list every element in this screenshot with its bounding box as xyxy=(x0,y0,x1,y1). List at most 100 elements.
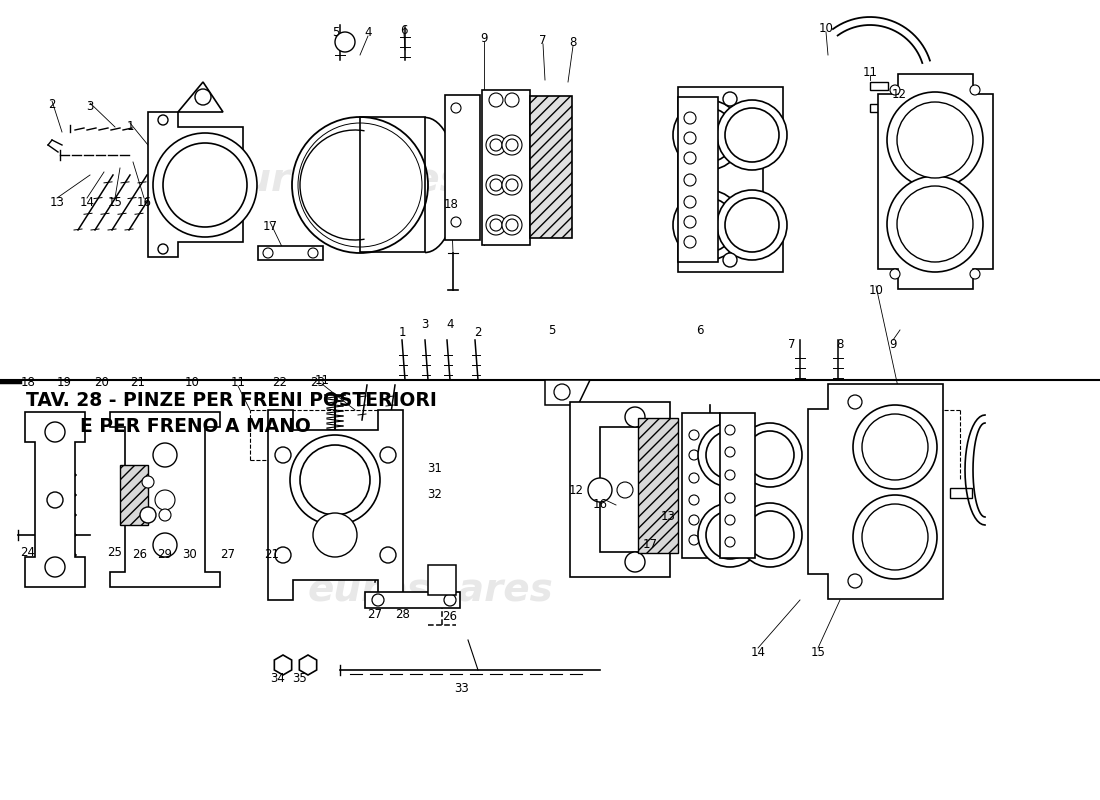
Text: 28: 28 xyxy=(396,609,410,622)
Circle shape xyxy=(684,236,696,248)
Circle shape xyxy=(738,423,802,487)
Circle shape xyxy=(490,219,502,231)
Circle shape xyxy=(153,533,177,557)
Text: 10: 10 xyxy=(869,283,883,297)
Text: 26: 26 xyxy=(442,610,458,623)
Text: 33: 33 xyxy=(454,682,470,694)
Circle shape xyxy=(746,431,794,479)
Text: 11: 11 xyxy=(315,374,330,386)
Circle shape xyxy=(45,422,65,442)
Text: 5: 5 xyxy=(548,323,556,337)
Text: 16: 16 xyxy=(136,195,152,209)
Circle shape xyxy=(746,511,794,559)
Circle shape xyxy=(140,507,156,523)
Bar xyxy=(682,413,720,558)
Text: 21: 21 xyxy=(131,375,145,389)
Text: TAV. 28 - PINZE PER FRENI POSTERIORI: TAV. 28 - PINZE PER FRENI POSTERIORI xyxy=(26,390,437,410)
Circle shape xyxy=(160,509,170,521)
Bar xyxy=(360,117,425,252)
Circle shape xyxy=(689,430,698,440)
Text: 34: 34 xyxy=(271,671,285,685)
Text: 15: 15 xyxy=(811,646,825,658)
Text: 21: 21 xyxy=(264,549,279,562)
Text: 25: 25 xyxy=(108,546,122,558)
Circle shape xyxy=(588,478,612,502)
Text: 6: 6 xyxy=(696,323,704,337)
Text: 13: 13 xyxy=(661,510,675,523)
Circle shape xyxy=(689,495,698,505)
Circle shape xyxy=(379,447,396,463)
Bar xyxy=(950,488,972,498)
Circle shape xyxy=(717,100,786,170)
Polygon shape xyxy=(148,112,243,257)
Circle shape xyxy=(970,85,980,95)
Text: 18: 18 xyxy=(21,375,35,389)
Circle shape xyxy=(896,102,974,178)
Text: 4: 4 xyxy=(364,26,372,38)
Circle shape xyxy=(725,447,735,457)
Circle shape xyxy=(153,133,257,237)
Text: eurospares: eurospares xyxy=(307,571,553,609)
Bar xyxy=(638,418,678,553)
Text: 13: 13 xyxy=(50,195,65,209)
Polygon shape xyxy=(25,412,85,587)
Text: 19: 19 xyxy=(56,375,72,389)
Text: 14: 14 xyxy=(79,195,95,209)
Circle shape xyxy=(890,85,900,95)
Circle shape xyxy=(617,482,632,498)
Circle shape xyxy=(852,405,937,489)
Text: 15: 15 xyxy=(108,195,122,209)
Text: 9: 9 xyxy=(889,338,896,350)
Circle shape xyxy=(738,503,802,567)
Text: 6: 6 xyxy=(400,23,408,37)
Circle shape xyxy=(862,504,928,570)
Bar xyxy=(446,95,480,240)
Circle shape xyxy=(717,190,786,260)
Polygon shape xyxy=(268,410,403,600)
Circle shape xyxy=(305,130,415,240)
Circle shape xyxy=(725,425,735,435)
Circle shape xyxy=(698,503,762,567)
Circle shape xyxy=(158,115,168,125)
Circle shape xyxy=(698,423,762,487)
Circle shape xyxy=(970,269,980,279)
Text: 12: 12 xyxy=(891,87,906,101)
Circle shape xyxy=(887,92,983,188)
Text: 23: 23 xyxy=(310,375,326,389)
Circle shape xyxy=(896,186,974,262)
Circle shape xyxy=(506,139,518,151)
Circle shape xyxy=(890,269,900,279)
Circle shape xyxy=(689,515,698,525)
Circle shape xyxy=(684,152,696,164)
Circle shape xyxy=(444,594,456,606)
Text: 4: 4 xyxy=(447,318,453,331)
Text: 1: 1 xyxy=(398,326,406,338)
Bar xyxy=(870,82,888,90)
Circle shape xyxy=(862,414,928,480)
Text: 29: 29 xyxy=(157,549,173,562)
Circle shape xyxy=(451,217,461,227)
Circle shape xyxy=(725,108,779,162)
Text: 24: 24 xyxy=(21,546,35,558)
Bar xyxy=(120,465,148,525)
Circle shape xyxy=(336,32,355,52)
Circle shape xyxy=(502,215,522,235)
Circle shape xyxy=(706,511,754,559)
Polygon shape xyxy=(274,655,292,675)
Circle shape xyxy=(308,248,318,258)
Polygon shape xyxy=(678,87,783,272)
Polygon shape xyxy=(178,82,223,112)
Circle shape xyxy=(142,476,154,488)
Circle shape xyxy=(506,179,518,191)
Text: 30: 30 xyxy=(183,549,197,562)
Circle shape xyxy=(848,395,862,409)
Polygon shape xyxy=(299,655,317,675)
Circle shape xyxy=(45,557,65,577)
Circle shape xyxy=(502,135,522,155)
Text: 3: 3 xyxy=(86,101,94,114)
Circle shape xyxy=(723,92,737,106)
Circle shape xyxy=(505,93,519,107)
Polygon shape xyxy=(808,384,943,599)
Text: 7: 7 xyxy=(789,338,795,350)
Circle shape xyxy=(314,513,358,557)
